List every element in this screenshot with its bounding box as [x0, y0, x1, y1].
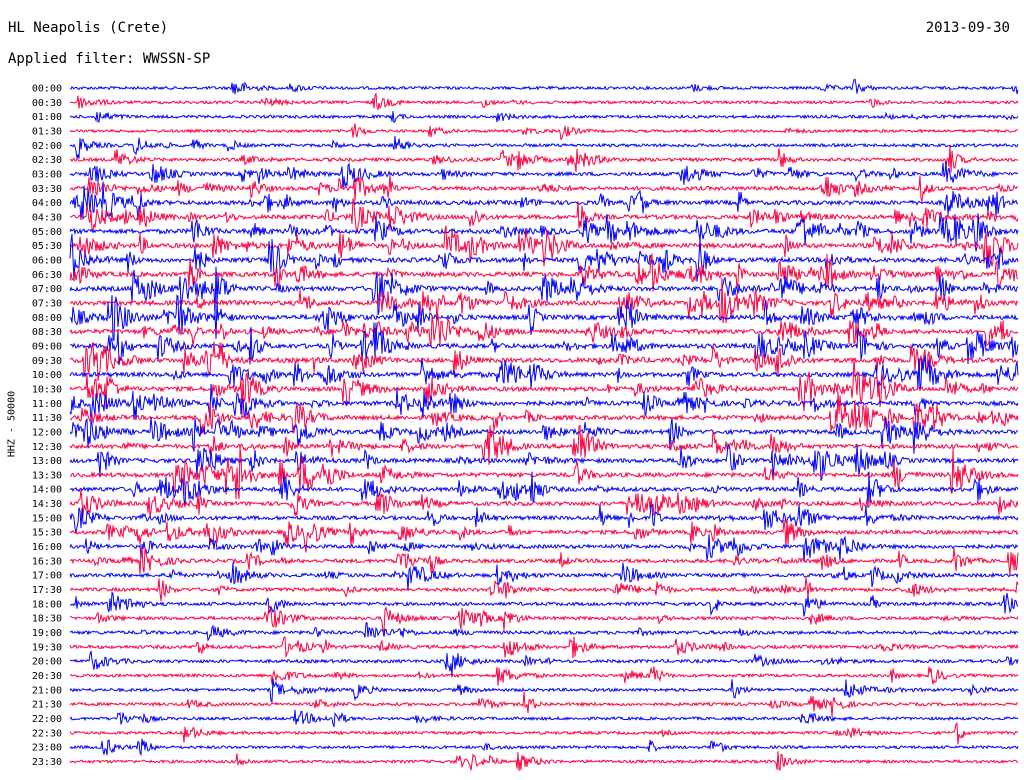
trace-row	[69, 213, 1019, 252]
trace-row	[70, 322, 1019, 366]
row-time-label: 14:30	[32, 499, 62, 510]
row-time-label: 15:30	[32, 528, 62, 539]
trace-row	[69, 666, 1019, 686]
trace-row	[69, 294, 1019, 341]
row-time-label: 23:00	[32, 743, 62, 754]
row-time-label: 04:00	[32, 198, 62, 209]
row-time-label: 13:30	[32, 470, 62, 481]
row-time-label: 21:30	[32, 700, 62, 711]
trace-row	[69, 577, 1019, 602]
row-time-label: 11:00	[32, 399, 62, 410]
trace-row	[69, 145, 1019, 173]
trace-row	[69, 341, 1019, 381]
row-time-label: 17:30	[32, 585, 62, 596]
row-time-label: 16:30	[32, 556, 62, 567]
row-time-label: 14:00	[32, 485, 62, 496]
row-time-label: 13:00	[32, 456, 62, 467]
row-time-label: 06:00	[32, 255, 62, 266]
trace-row	[69, 314, 1019, 347]
trace-row	[69, 489, 1019, 518]
row-time-label: 09:30	[32, 356, 62, 367]
trace-row	[69, 447, 1019, 500]
row-time-label: 22:30	[32, 728, 62, 739]
trace-row	[69, 545, 1019, 575]
trace-row	[69, 534, 1019, 563]
trace-row	[69, 518, 1019, 553]
trace-row	[69, 678, 1019, 703]
row-time-label: 03:00	[32, 169, 62, 180]
row-time-label: 19:30	[32, 642, 62, 653]
trace-row	[69, 277, 1019, 324]
row-time-label: 20:00	[32, 657, 62, 668]
row-time-label: 11:30	[32, 413, 62, 424]
trace-row	[69, 123, 1019, 141]
row-time-label: 07:30	[32, 298, 62, 309]
date-label: 2013-09-30	[925, 20, 1010, 36]
row-time-label: 00:30	[32, 98, 62, 109]
row-time-label: 01:30	[32, 126, 62, 137]
row-time-label: 10:30	[32, 384, 62, 395]
trace-row	[69, 181, 1019, 221]
trace-row	[69, 110, 1019, 124]
row-time-label: 18:00	[32, 599, 62, 610]
trace-row	[69, 198, 1019, 233]
trace-row	[69, 504, 1019, 534]
trace-row	[69, 471, 1019, 508]
trace-row	[70, 92, 1019, 112]
trace-row	[69, 135, 1019, 159]
trace-row	[69, 417, 1019, 454]
row-time-label: 19:00	[32, 628, 62, 639]
trace-row	[69, 650, 1019, 676]
row-time-label: 23:30	[32, 757, 62, 768]
row-time-label: 07:00	[32, 284, 62, 295]
row-time-label: 05:30	[32, 241, 62, 252]
trace-row	[69, 383, 1019, 422]
trace-row	[69, 174, 1019, 202]
row-time-label: 18:30	[32, 614, 62, 625]
trace-row	[69, 355, 1019, 390]
trace-row	[69, 738, 1019, 757]
trace-row	[69, 425, 1019, 465]
trace-row	[69, 751, 1019, 772]
trace-row	[69, 636, 1019, 659]
trace-row	[69, 225, 1019, 267]
row-time-label: 22:00	[32, 714, 62, 725]
row-time-label: 09:00	[32, 341, 62, 352]
row-time-label: 02:30	[32, 155, 62, 166]
row-time-label: 03:30	[32, 184, 62, 195]
row-time-label: 17:00	[32, 571, 62, 582]
trace-row	[69, 266, 1019, 316]
trace-row	[69, 722, 1019, 745]
trace-row	[69, 391, 1019, 435]
trace-row	[69, 709, 1019, 728]
row-time-label: 12:00	[32, 427, 62, 438]
trace-row	[69, 691, 1019, 717]
row-time-label: 05:00	[32, 227, 62, 238]
row-time-label: 15:00	[32, 513, 62, 524]
row-time-label: 16:00	[32, 542, 62, 553]
row-time-label: 00:00	[32, 84, 62, 95]
row-time-label: 01:00	[32, 112, 62, 123]
row-time-label: 12:30	[32, 442, 62, 453]
trace-row	[69, 233, 1019, 282]
trace-row	[69, 78, 1019, 95]
row-time-label: 10:00	[32, 370, 62, 381]
row-time-label: 04:30	[32, 212, 62, 223]
row-time-label: 02:00	[32, 141, 62, 152]
trace-row	[69, 161, 1019, 190]
row-time-label: 21:00	[32, 685, 62, 696]
row-time-label: 08:00	[32, 313, 62, 324]
trace-row	[69, 358, 1019, 417]
trace-row	[69, 562, 1019, 591]
station-title: HL Neapolis (Crete)	[8, 20, 169, 36]
filter-label: Applied filter: WWSSN-SP	[8, 51, 211, 67]
trace-row	[70, 604, 1019, 633]
row-time-label: 06:30	[32, 270, 62, 281]
trace-row	[69, 252, 1019, 292]
trace-row	[69, 591, 1019, 617]
row-time-label: 20:30	[32, 671, 62, 682]
row-time-label: 08:30	[32, 327, 62, 338]
trace-row	[69, 622, 1019, 642]
